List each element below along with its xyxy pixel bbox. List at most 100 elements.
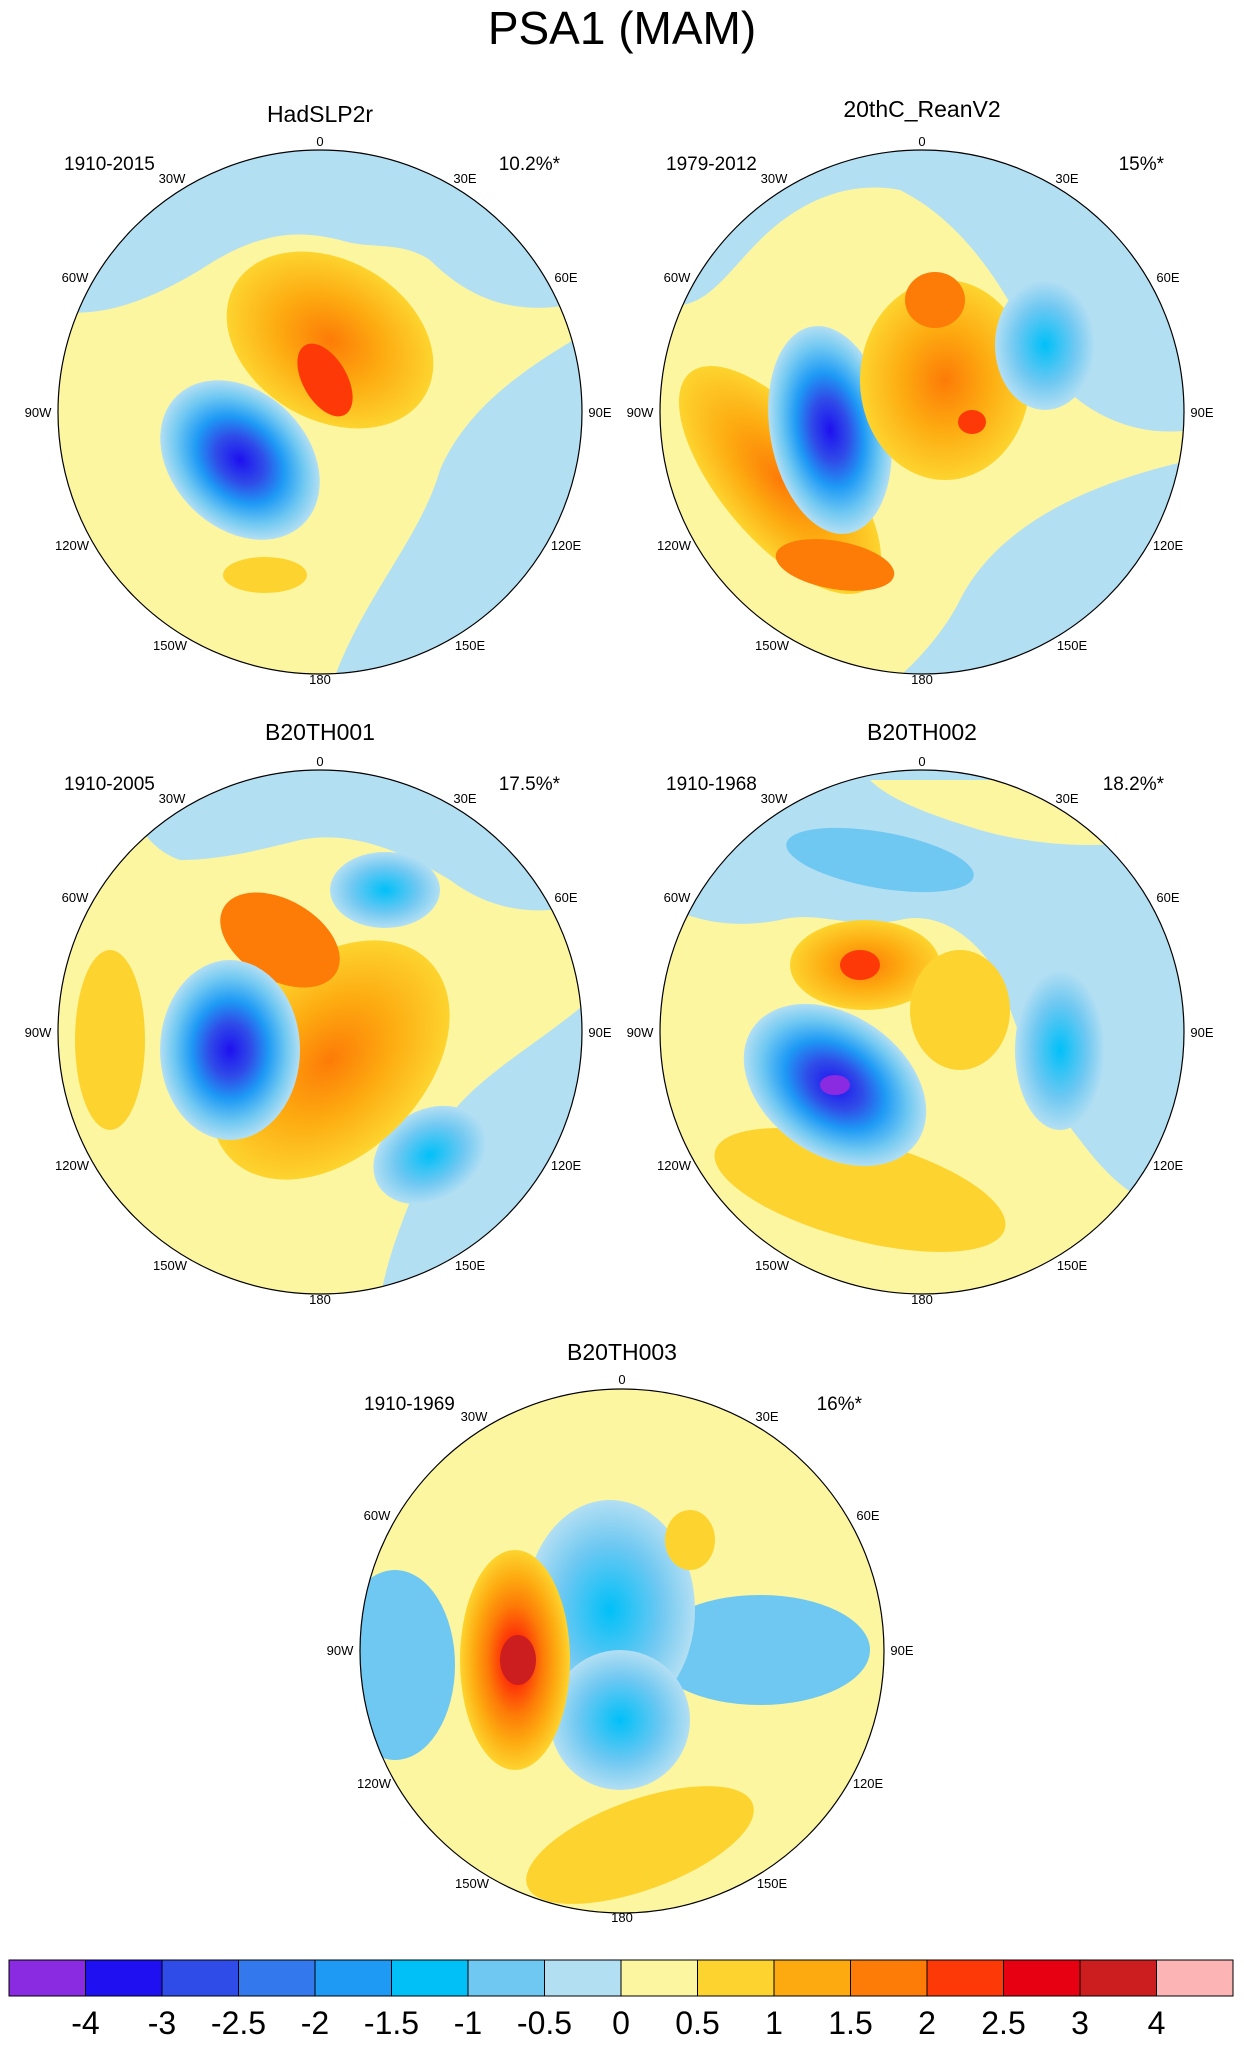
positive-anomaly (714, 1128, 1006, 1252)
colorbar-label: -0.5 (517, 2005, 572, 2041)
panel-hadslp2r: HadSLP2r 1910-2015 10.2%* 0 30E 60E 90E … (25, 101, 612, 687)
lon-label: 0 (618, 1372, 625, 1387)
colorbar-label: 3 (1071, 2005, 1089, 2041)
longitude-labels: 0 30E 60E 90E 120E 150E 180 150W 120W 90… (25, 134, 612, 687)
lon-label: 0 (918, 134, 925, 149)
lon-label: 0 (918, 754, 925, 769)
lon-label: 120E (1153, 538, 1184, 553)
lon-label: 150W (755, 1258, 790, 1273)
lon-label: 180 (611, 1910, 633, 1925)
lon-label: 60E (554, 890, 577, 905)
panel-title: HadSLP2r (267, 101, 373, 127)
lon-label: 60E (856, 1508, 879, 1523)
colorbar-swatch (1079, 1959, 1157, 1997)
lon-label: 60W (664, 890, 691, 905)
negative-anomaly (373, 1105, 487, 1205)
map-field (58, 770, 582, 1294)
positive-anomaly (220, 892, 340, 988)
negative-anomaly (820, 1075, 850, 1095)
negative-anomaly (550, 1650, 690, 1790)
lon-label: 180 (309, 672, 331, 687)
panel-variance: 10.2%* (499, 154, 561, 175)
colorbar-label: -1.5 (364, 2005, 419, 2041)
lon-label: 60W (364, 1508, 391, 1523)
longitude-labels: 0 30E 60E 90E 120E 150E 180 150W 120W 90… (627, 754, 1214, 1307)
negative-anomaly (650, 1595, 870, 1705)
colorbar-label: 1 (765, 2005, 783, 2041)
panel-period: 1910-1969 (364, 1394, 455, 1415)
negative-anomaly (160, 380, 320, 540)
panel-20thc-reanv2: 20thC_ReanV2 1979-2012 15%* 0 30E 60E 90… (627, 96, 1214, 687)
positive-anomaly (910, 950, 1010, 1070)
lon-label: 90E (588, 1025, 611, 1040)
lon-label: 90W (25, 1025, 52, 1040)
colorbar-label: 2 (918, 2005, 936, 2041)
lon-label: 90W (327, 1643, 354, 1658)
colorbar-swatch (238, 1959, 316, 1997)
positive-anomaly (775, 539, 895, 591)
colorbar-label: 1.5 (828, 2005, 872, 2041)
lon-label: 120E (551, 1158, 582, 1173)
colorbar: -4 -3 -2.5 -2 -1.5 -1 -0.5 0 0.5 1 1.5 2 2.5 3 4 (8, 1959, 1234, 2041)
colorbar-label: 0.5 (675, 2005, 719, 2041)
positive-anomaly (223, 557, 307, 593)
lon-label: 30E (453, 791, 476, 806)
lon-label: 150E (1057, 638, 1088, 653)
colorbar-swatch (391, 1959, 469, 1997)
panel-variance: 16%* (817, 1394, 863, 1415)
lon-label: 60E (554, 270, 577, 285)
positive-anomaly (860, 280, 1030, 480)
lon-label: 120W (357, 1776, 392, 1791)
lon-label: 90E (1190, 405, 1213, 420)
colorbar-label: -1 (454, 2005, 482, 2041)
lon-label: 0 (316, 134, 323, 149)
colorbar-swatch (467, 1959, 545, 1997)
lon-label: 60E (1156, 270, 1179, 285)
lon-label: 90W (627, 1025, 654, 1040)
colorbar-label: 0 (612, 2005, 630, 2041)
panel-period: 1910-2015 (64, 154, 155, 175)
lon-label: 180 (911, 672, 933, 687)
positive-anomaly (665, 1510, 715, 1570)
lon-label: 180 (309, 1292, 331, 1307)
positive-anomaly (840, 950, 880, 980)
lon-label: 30W (159, 791, 186, 806)
panel-title: B20TH003 (567, 1339, 677, 1365)
longitude-labels: 0 30E 60E 90E 120E 150E 180 150W 120W 90… (627, 134, 1214, 687)
lon-label: 120W (55, 538, 90, 553)
lon-label: 60E (1156, 890, 1179, 905)
lon-label: 150E (455, 638, 486, 653)
colorbar-swatch (85, 1959, 163, 1997)
lon-label: 120W (657, 538, 692, 553)
colorbar-swatch (161, 1959, 239, 1997)
lon-label: 150W (755, 638, 790, 653)
map-field (58, 150, 582, 674)
colorbar-label: 2.5 (981, 2005, 1025, 2041)
lon-label: 60W (62, 270, 89, 285)
lon-label: 60W (62, 890, 89, 905)
map-field (660, 770, 1184, 1294)
negative-anomaly (330, 852, 440, 928)
lon-label: 150W (153, 638, 188, 653)
positive-anomaly (226, 251, 434, 429)
positive-anomaly (905, 272, 965, 328)
colorbar-label: -2 (301, 2005, 329, 2041)
lon-label: 30W (461, 1409, 488, 1424)
negative-anomaly (786, 827, 974, 893)
lon-label: 60W (664, 270, 691, 285)
lon-label: 120W (657, 1158, 692, 1173)
positive-anomaly (297, 343, 353, 417)
lon-label: 150E (455, 1258, 486, 1273)
lon-label: 120E (551, 538, 582, 553)
positive-anomaly (678, 366, 882, 594)
negative-anomaly (360, 1570, 455, 1760)
panel-variance: 17.5%* (499, 774, 561, 795)
colorbar-swatch (544, 1959, 622, 1997)
panel-period: 1910-2005 (64, 774, 155, 795)
negative-anomaly (160, 960, 300, 1140)
lon-label: 90E (588, 405, 611, 420)
panel-period: 1979-2012 (666, 154, 757, 175)
positive-anomaly (500, 1635, 536, 1685)
lon-label: 180 (911, 1292, 933, 1307)
